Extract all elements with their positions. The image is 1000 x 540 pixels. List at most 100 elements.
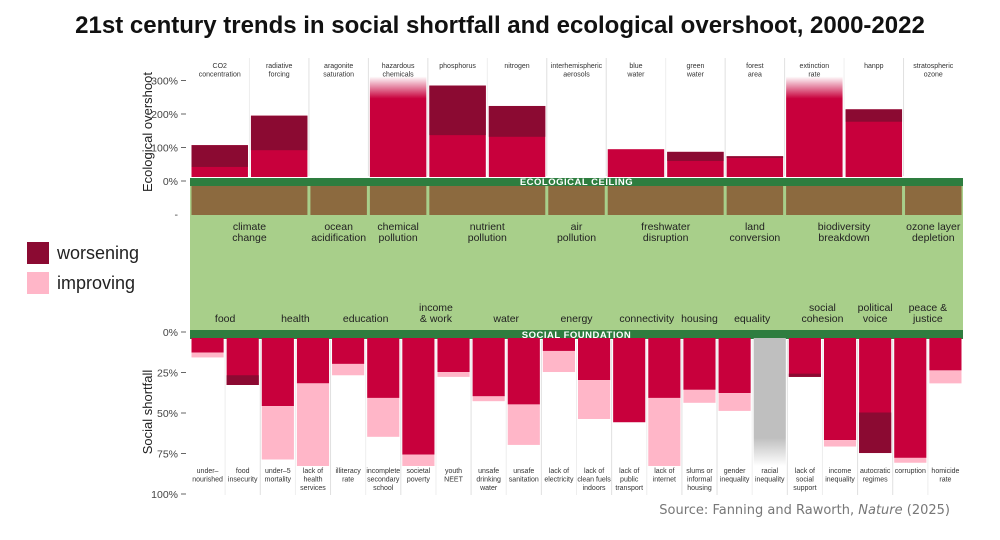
soc-bar-change — [437, 372, 470, 377]
soc-indicator-label: indoors — [583, 485, 606, 492]
soc-bar-change — [296, 383, 330, 466]
soc-bar-current — [261, 338, 294, 407]
soc-indicator-label: lack of — [619, 468, 639, 475]
eco-group-label: freshwater — [641, 221, 691, 233]
source-note: Source: Fanning and Raworth, Nature (202… — [659, 503, 950, 518]
eco-boundary-bar — [191, 186, 308, 215]
legend-swatch-improving — [27, 272, 49, 294]
soc-bar-change — [788, 373, 821, 377]
soc-indicator-label: lack of — [549, 468, 569, 475]
eco-y-tick-label: - — [175, 209, 179, 221]
soc-indicator-label: under–5 — [265, 468, 291, 475]
eco-bar — [786, 76, 843, 177]
soc-bar-change — [507, 404, 540, 445]
soc-indicator-label: housing — [687, 485, 712, 492]
eco-bar-change — [488, 105, 546, 137]
soc-group-label: health — [281, 313, 310, 325]
eco-group-label: ozone layer — [906, 221, 961, 233]
soc-indicator-label: poverty — [407, 477, 430, 484]
social-foundation-label: SOCIAL FOUNDATION — [522, 330, 631, 341]
soc-group-label: education — [343, 313, 389, 325]
eco-bar-change — [726, 156, 784, 158]
soc-y-tick-label: 75% — [157, 449, 178, 461]
soc-indicator-label: internet — [653, 477, 676, 484]
soc-bar-current — [578, 338, 611, 381]
soc-bar-change — [894, 457, 927, 463]
chart-title: 21st century trends in social shortfall … — [75, 12, 925, 39]
soc-bar-change — [191, 352, 224, 358]
eco-boundary-bar — [726, 186, 784, 215]
eco-indicator-label: hanpp — [864, 63, 884, 70]
soc-bar-current — [823, 338, 857, 441]
soc-group-label: political — [858, 302, 893, 314]
ecological-ceiling-line — [190, 178, 963, 186]
eco-bar-change — [667, 151, 724, 161]
eco-bar-change — [845, 109, 903, 122]
soc-group-label: justice — [912, 313, 943, 325]
soc-group-label: & work — [420, 313, 453, 325]
soc-indicator-label: lack of — [795, 468, 815, 475]
soc-indicator-label: gender — [724, 468, 746, 475]
eco-indicator-label: water — [626, 72, 645, 79]
eco-group-label: conversion — [729, 232, 780, 244]
legend-item-worsening: worsening — [27, 238, 139, 268]
soc-bar-current — [894, 338, 927, 458]
soc-bar-change — [367, 397, 400, 437]
soc-bar-current — [507, 338, 540, 405]
eco-bar-change — [250, 115, 308, 151]
eco-boundary-bar — [369, 186, 427, 215]
soc-bar-change — [472, 396, 505, 402]
soc-indicator-label: social — [796, 477, 814, 484]
soc-bar-change — [261, 406, 294, 460]
eco-indicator-label: concentration — [199, 72, 241, 79]
soc-bar-current — [542, 338, 575, 351]
legend-label-worsening: worsening — [57, 242, 140, 263]
soc-indicator-label: secondary — [367, 477, 400, 484]
eco-indicator-label: aragonite — [324, 63, 353, 70]
eco-bar-change — [429, 85, 486, 136]
eco-indicator-label: saturation — [323, 72, 354, 79]
soc-group-label: equality — [734, 313, 771, 325]
soc-bar — [753, 338, 786, 466]
soc-indicator-label: mortality — [265, 477, 292, 484]
soc-indicator-label: insecurity — [228, 477, 258, 484]
soc-y-tick-label: 100% — [151, 489, 178, 501]
soc-y-tick-label: 50% — [157, 408, 178, 420]
soc-y-tick-label: 25% — [157, 368, 178, 380]
soc-indicator-label: unsafe — [478, 468, 499, 475]
eco-indicator-label: aerosols — [563, 72, 590, 79]
eco-group-label: air — [571, 221, 583, 233]
soc-bar-change — [648, 397, 681, 466]
soc-y-tick-label: 0% — [163, 327, 178, 339]
eco-group-label: pollution — [557, 232, 596, 244]
eco-bar-current — [726, 156, 784, 177]
soc-bar-change — [929, 370, 962, 384]
soc-indicator-label: rate — [342, 477, 354, 484]
legend-label-improving: improving — [57, 272, 136, 293]
soc-bar-current — [402, 338, 435, 455]
source-prefix: Source: Fanning and Raworth, — [659, 503, 859, 518]
eco-boundary-bar — [905, 186, 962, 215]
soc-bar-current — [788, 338, 821, 377]
eco-boundary-bar — [548, 186, 605, 215]
eco-indicator-label: stratospheric — [913, 63, 954, 70]
eco-bar — [369, 76, 427, 177]
soc-indicator-label: homicide — [931, 468, 959, 475]
eco-group-label: breakdown — [818, 232, 870, 244]
soc-bar-current — [191, 338, 224, 353]
soc-indicator-label: illiteracy — [335, 468, 361, 475]
eco-group-label: pollution — [379, 232, 418, 244]
soc-indicator-label: informal — [687, 477, 712, 484]
soc-indicator-label: health — [303, 477, 322, 484]
soc-indicator-label: sanitation — [509, 477, 539, 484]
soc-group-label: housing — [681, 313, 718, 325]
soc-group-label: connectivity — [619, 313, 675, 325]
soc-group-label: voice — [863, 313, 888, 325]
soc-bar-current — [683, 338, 716, 390]
eco-group-label: depletion — [912, 232, 955, 244]
eco-indicator-label: forcing — [269, 72, 290, 79]
soc-bar-current — [929, 338, 962, 371]
soc-bar-current — [332, 338, 365, 364]
eco-boundary-bar — [429, 186, 546, 215]
soc-indicator-label: public — [620, 477, 639, 484]
